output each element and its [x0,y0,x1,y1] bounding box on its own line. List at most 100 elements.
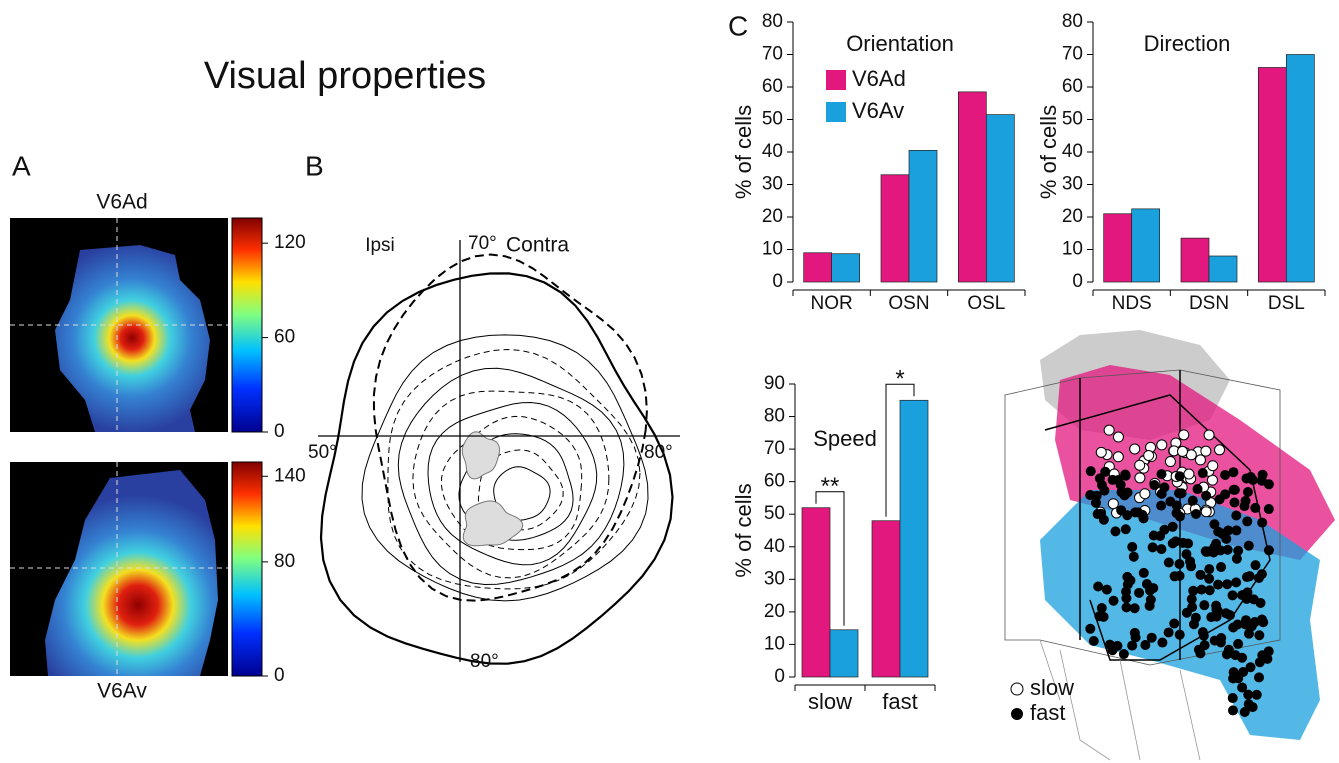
y-tick-label: 50 [1062,109,1083,130]
y-tick-label: 0 [774,666,785,687]
colorbar-tick-label: 140 [274,465,306,486]
cell-dot [1213,580,1223,590]
cell-dot [1212,612,1222,622]
x-tick-label: NOR [811,293,853,314]
cell-dot [1242,587,1252,597]
y-tick-label: 10 [1062,239,1083,260]
x-tick-label: DSN [1189,293,1229,314]
bar [1132,209,1160,282]
x-tick-label: fast [882,689,917,714]
cell-dot [1157,440,1167,450]
b-label: Contra [506,234,569,257]
cell-dot [1243,487,1253,497]
cell-dot [1122,572,1132,582]
cell-dot [1127,542,1137,552]
contour-core [462,432,499,479]
cell-dot [1244,699,1254,709]
cell-dot [1241,496,1251,506]
bar [832,254,860,282]
legend-label: V6Av [852,98,904,123]
cell-dot [1123,487,1133,497]
cell-dot [1145,585,1155,595]
figure-title: Visual properties [204,55,486,97]
cell-dot [1242,473,1252,483]
cell-dot [1229,498,1239,508]
y-tick-label: 30 [762,174,783,195]
cell-dot [1184,469,1194,479]
b-label: 80° [470,651,499,672]
cell-dot [1191,509,1201,519]
cell-dot [1195,455,1205,465]
cell-dot [1257,476,1267,486]
cell-dot [1148,542,1158,552]
y-tick-label: 50 [764,503,785,524]
cell-dot [1156,544,1166,554]
y-tick-label: 20 [1062,206,1083,227]
cell-dot [1164,558,1174,568]
contour [388,350,640,589]
chart-title: Direction [1144,31,1231,56]
cell-dot [1157,638,1167,648]
cell-dot [1204,564,1214,574]
cell-dot [1242,572,1252,582]
y-axis-label: % of cells [731,105,756,199]
cell-dot [1091,498,1101,508]
cell-dot [1215,445,1225,455]
cell-dot [1149,480,1159,490]
cell-dot [1135,460,1145,470]
cell-dot [1222,579,1232,589]
cell-dot [1108,499,1118,509]
cell-dot [1135,473,1145,483]
cell-dot [1237,653,1247,663]
colorbar-tick-label: 60 [274,327,295,348]
colorbar [232,462,262,676]
cell-dot [1121,524,1131,534]
cell-dot [1178,446,1188,456]
cell-dot [1157,489,1167,499]
cell-dot [1130,444,1140,454]
cell-dot [1254,630,1264,640]
b-label: 50° [308,442,337,463]
cell-dot [1188,586,1198,596]
cell-dot [1244,541,1254,551]
y-axis-label: % of cells [1036,105,1061,199]
y-tick-label: 30 [1062,174,1083,195]
cell-dot [1170,571,1180,581]
bar [1258,68,1286,283]
cell-dot [1134,588,1144,598]
cell-dot [1097,480,1107,490]
cell-dot [1109,596,1119,606]
bar [1104,214,1132,282]
contour [413,391,609,578]
cell-dot [1096,447,1106,457]
cell-dot [1182,608,1192,618]
cell-dot [1085,624,1095,634]
significance-label: ** [821,473,840,500]
y-tick-label: 0 [772,271,783,292]
cell-dot [1264,504,1274,514]
cell-dot [1230,485,1240,495]
bar [881,175,909,282]
y-tick-label: 90 [764,373,785,394]
cell-dot [1241,620,1251,630]
chart-title: Speed [813,426,877,451]
cell-dot [1250,503,1260,513]
cell-dot [1131,632,1141,642]
cell-dot [1179,430,1189,440]
cell-dot [1232,554,1242,564]
cell-dot [1228,467,1238,477]
colorbar [232,218,262,432]
cell-dot [1196,570,1206,580]
cell-dot [1221,534,1231,544]
cell-dot [1221,608,1231,618]
cell-dot [1104,425,1114,435]
cell-dot [1129,552,1139,562]
cell-dot [1119,649,1129,659]
contour [321,273,673,663]
cell-dot [1175,630,1185,640]
cell-dot [1140,489,1150,499]
contours [321,255,673,664]
cell-dot [1201,446,1211,456]
y-tick-label: 10 [762,239,783,260]
cell-dot [1130,507,1140,517]
